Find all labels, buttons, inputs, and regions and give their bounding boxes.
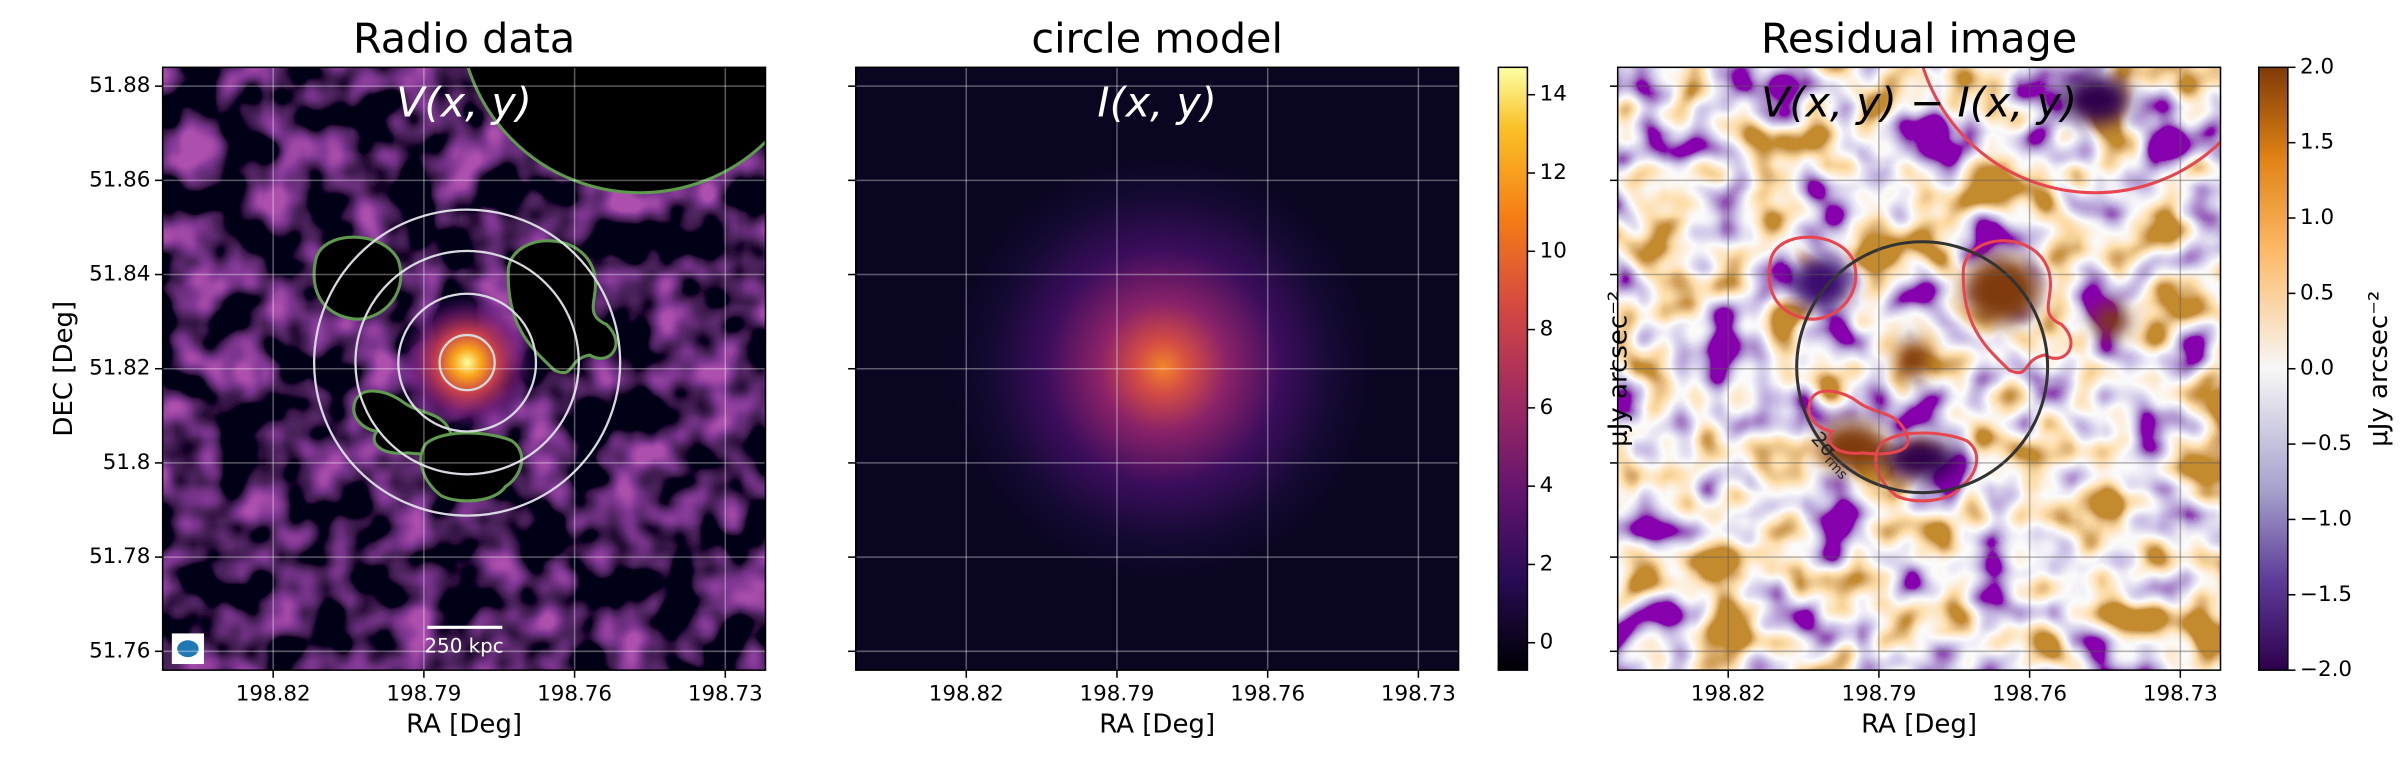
x-tick-label: 198.76 <box>537 682 612 707</box>
axes-frame <box>1616 66 2222 671</box>
colorbar-tick-label: 10 <box>1540 238 1567 263</box>
x-axis-label: RA [Deg] <box>406 710 522 740</box>
beam <box>177 640 199 658</box>
x-tick-label: 198.73 <box>688 682 763 707</box>
colorbar-label: μJy arcsec⁻² <box>2364 291 2394 447</box>
x-tick-label: 198.79 <box>1080 682 1155 707</box>
colorbar <box>1497 66 1529 671</box>
axes-frame <box>854 66 1460 671</box>
x-tick-label: 198.76 <box>1230 682 1305 707</box>
colorbar-tick-label: 8 <box>1540 317 1554 342</box>
colorbar-tick-label: 2 <box>1540 551 1554 576</box>
rings <box>312 208 622 517</box>
colorbar-tick-label: −1.5 <box>2300 582 2352 607</box>
x-tick-label: 198.79 <box>1841 682 1916 707</box>
axes-frame <box>161 66 767 671</box>
x-tick-label: 198.73 <box>2143 682 2218 707</box>
x-axis-label: RA [Deg] <box>1861 710 1977 740</box>
colorbar-tick-label: −2.0 <box>2300 657 2352 682</box>
y-tick-label: 51.82 <box>89 356 150 381</box>
x-tick-label: 198.73 <box>1381 682 1456 707</box>
panel-title: Radio data <box>353 14 575 62</box>
panel-title: circle model <box>1031 14 1283 62</box>
colorbar-label: μJy arcsec⁻² <box>1604 291 1634 447</box>
colorbar-tick-label: −1.0 <box>2300 506 2352 531</box>
y-tick-label: 51.8 <box>103 450 151 475</box>
radio-image <box>162 67 766 671</box>
panel-title: Residual image <box>1761 14 2077 62</box>
y-tick-label: 51.76 <box>89 638 150 663</box>
colorbar-tick-label: 1.0 <box>2300 205 2334 230</box>
colorbar-tick-label: 0 <box>1540 630 1554 655</box>
mask <box>1921 67 2221 195</box>
source <box>398 293 536 432</box>
y-tick-label: 51.86 <box>89 167 150 192</box>
x-tick-label: 198.82 <box>929 682 1004 707</box>
colorbar-tick-label: 14 <box>1540 82 1567 107</box>
colorbar-tick-label: 12 <box>1540 160 1567 185</box>
y-axis-label: DEC [Deg] <box>49 301 79 437</box>
y-tick-label: 51.78 <box>89 544 150 569</box>
colorbar-tick-label: 6 <box>1540 395 1554 420</box>
colorbar-tick-label: 4 <box>1540 473 1554 498</box>
x-axis-label: RA [Deg] <box>1099 710 1215 740</box>
annotation: I(x, y) <box>1097 79 1217 127</box>
colorbar-tick-label: −0.5 <box>2300 431 2352 456</box>
x-tick-label: 198.82 <box>1691 682 1766 707</box>
y-tick-label: 51.88 <box>89 73 150 98</box>
colorbar-tick-label: 0.5 <box>2300 280 2334 305</box>
model-image <box>855 67 1459 671</box>
sigma-circle <box>1795 240 2050 495</box>
colorbar-tick-label: 0.0 <box>2300 356 2334 381</box>
y-tick-label: 51.84 <box>89 262 150 287</box>
x-tick-label: 198.79 <box>386 682 461 707</box>
colorbar <box>2257 66 2289 671</box>
colorbar-tick-label: 1.5 <box>2300 130 2334 155</box>
colorbar-tick-label: 2.0 <box>2300 54 2334 79</box>
mask <box>466 67 766 195</box>
annotation: V(x, y) <box>396 79 532 127</box>
x-tick-label: 198.82 <box>236 682 311 707</box>
scale-bar-label: 250 kpc <box>424 635 503 658</box>
x-tick-label: 198.76 <box>1992 682 2067 707</box>
residual-image <box>1617 67 2221 671</box>
annotation: V(x, y) − I(x, y) <box>1761 79 2077 127</box>
